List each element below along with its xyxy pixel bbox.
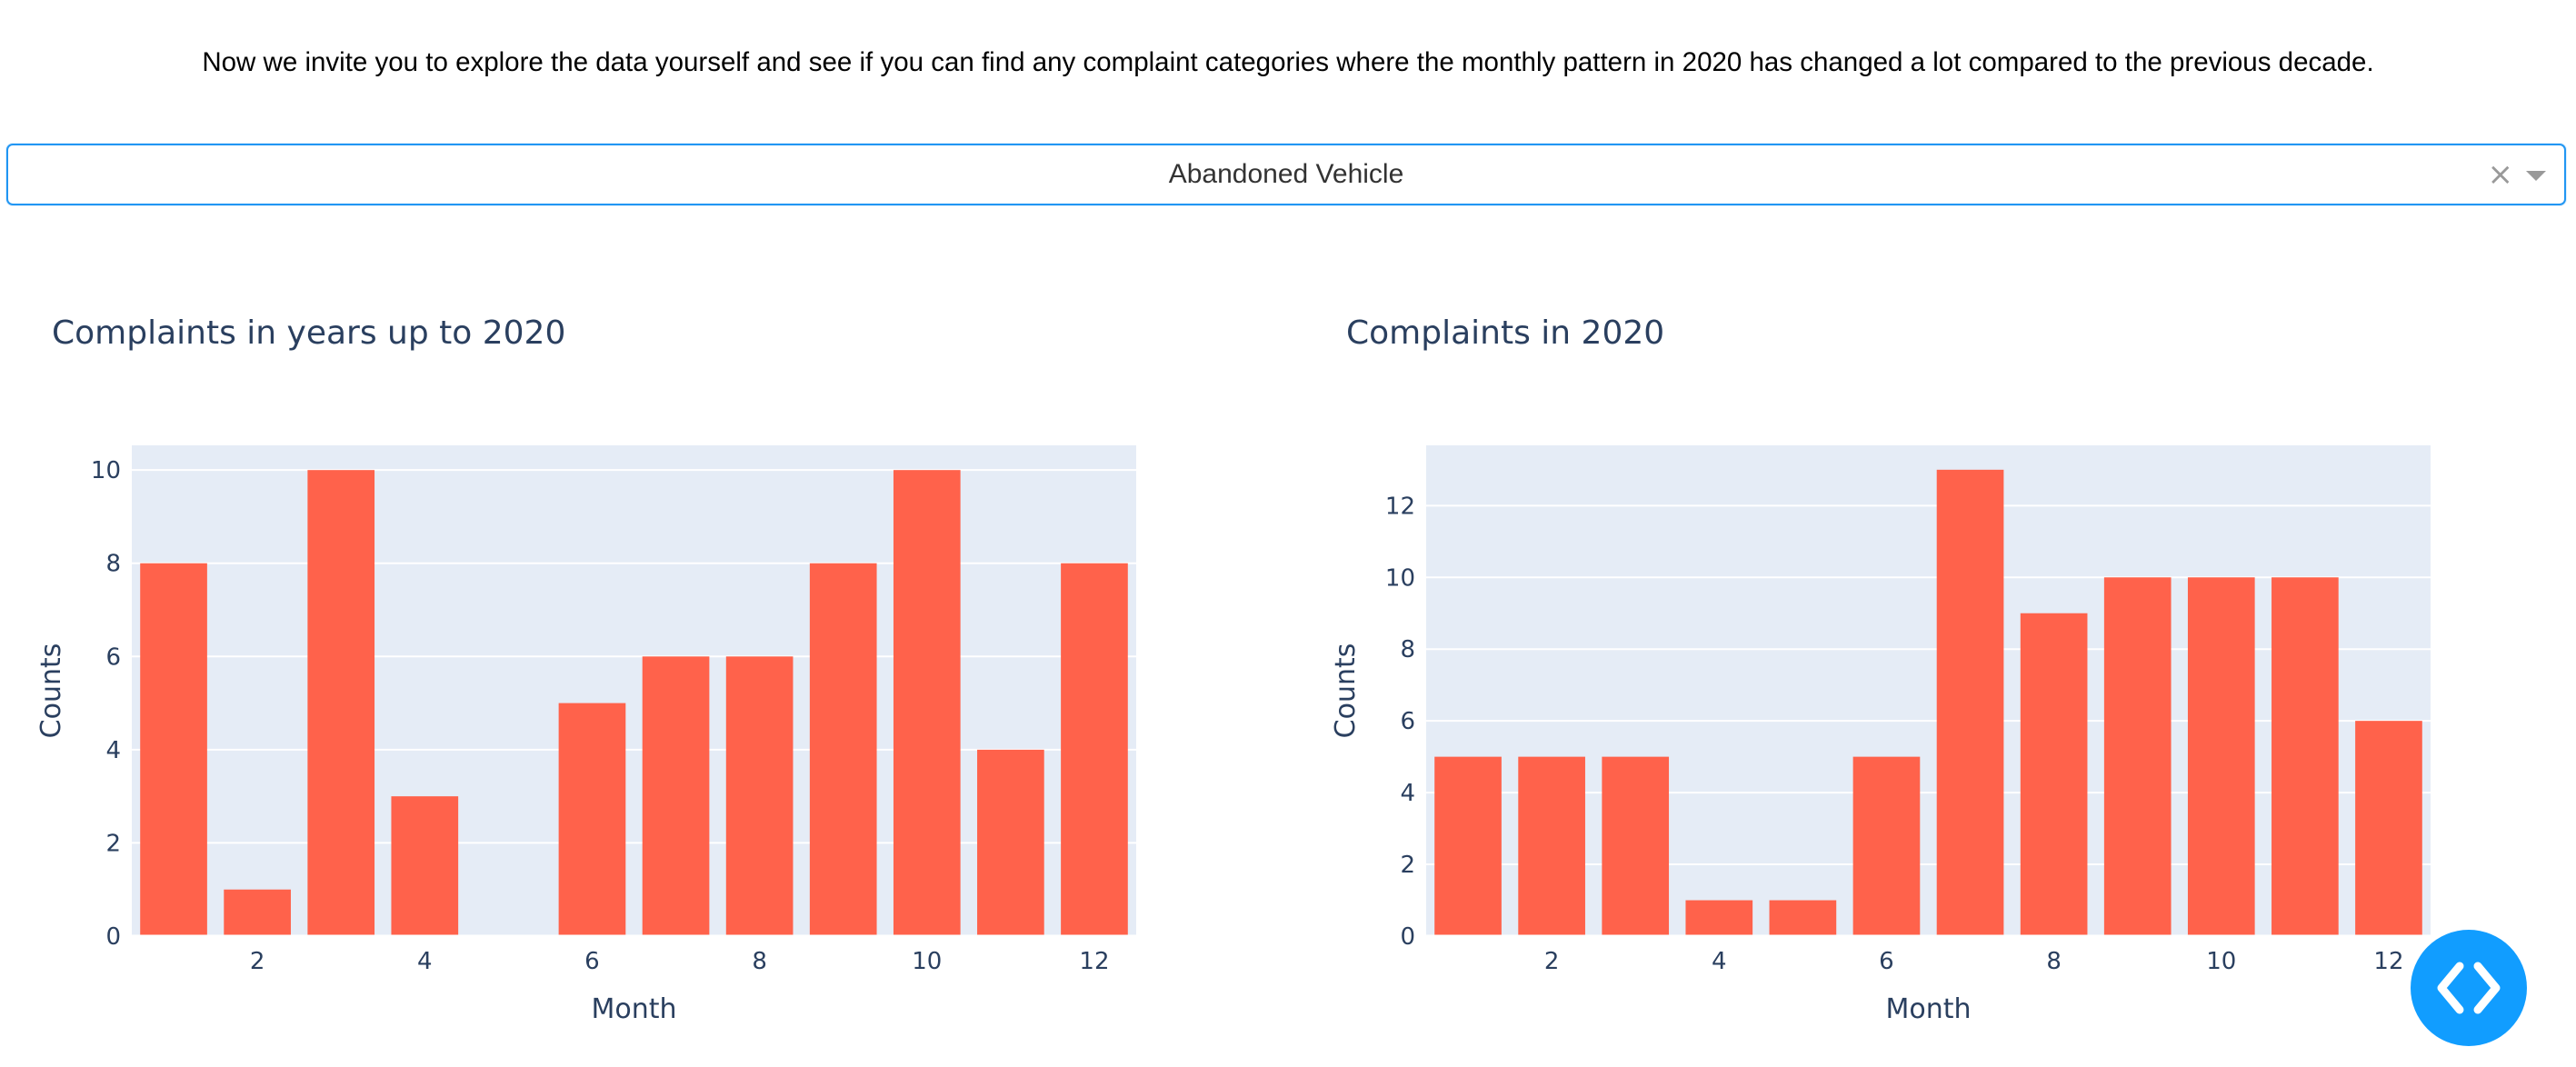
intro-text: Now we invite you to explore the data yo… — [202, 47, 2374, 77]
bar — [1769, 900, 1837, 936]
bar — [642, 656, 710, 936]
chevron-down-icon[interactable] — [2526, 171, 2546, 181]
bar — [2355, 721, 2422, 936]
x-tick-label: 10 — [912, 948, 942, 975]
bar — [1852, 756, 1921, 936]
y-axis-label: Counts — [35, 643, 67, 739]
complaint-category-dropdown[interactable]: Abandoned Vehicle × — [6, 144, 2566, 205]
bar — [1518, 756, 1585, 936]
y-tick-label: 6 — [105, 643, 121, 671]
x-tick-label: 6 — [1879, 948, 1894, 975]
y-axis-label: Counts — [1330, 643, 1362, 739]
x-axis-label: Month — [1885, 993, 1971, 1025]
bar — [1434, 756, 1502, 936]
bar — [2271, 577, 2339, 936]
x-tick-label: 4 — [1712, 948, 1727, 975]
chart-complaints-2020: Complaints in 2020 0 2 4 6 8 10 12 2 4 6 8 10 12 Month… — [1330, 314, 2431, 1025]
y-tick-label: 8 — [105, 551, 121, 578]
x-tick-label: 2 — [250, 948, 265, 975]
bar — [2103, 577, 2172, 936]
chart-title: Complaints in years up to 2020 — [52, 314, 565, 352]
y-tick-label: 0 — [105, 923, 121, 951]
x-tick-label: 2 — [1544, 948, 1560, 975]
x-tick-label: 8 — [752, 948, 767, 975]
debug-menu-button[interactable] — [2411, 930, 2527, 1046]
x-tick-label: 12 — [2373, 948, 2403, 975]
chart-complaints-up-to-2020: Complaints in years up to 2020 0 2 4 6 8 10 2 4 6… — [35, 314, 1136, 1025]
bar — [140, 563, 207, 936]
y-tick-label: 10 — [91, 457, 121, 484]
bar — [2020, 613, 2088, 936]
bar — [391, 796, 459, 936]
chart-title: Complaints in 2020 — [1346, 314, 1664, 352]
y-tick-label: 4 — [105, 737, 121, 764]
y-tick-label: 12 — [1385, 493, 1415, 520]
bar — [1061, 563, 1128, 936]
bar — [725, 656, 794, 936]
plot-area — [132, 445, 1136, 936]
x-tick-label: 6 — [584, 948, 600, 975]
x-tick-label: 4 — [417, 948, 433, 975]
y-tick-label: 6 — [1400, 708, 1415, 735]
bar — [1602, 756, 1670, 936]
bar — [2187, 577, 2255, 936]
x-tick-label: 8 — [2046, 948, 2062, 975]
bar — [977, 749, 1044, 936]
dropdown-selected-value: Abandoned Vehicle — [1168, 159, 1404, 189]
y-tick-label: 0 — [1400, 923, 1415, 951]
bar — [1936, 469, 2004, 936]
y-tick-label: 2 — [105, 830, 121, 857]
clear-selection-icon[interactable]: × — [2487, 156, 2514, 193]
plot-area — [1426, 445, 2431, 936]
y-tick-label: 10 — [1385, 564, 1415, 592]
y-tick-label: 4 — [1400, 780, 1415, 807]
y-tick-label: 8 — [1400, 636, 1415, 663]
bar — [307, 470, 375, 936]
bar — [558, 703, 626, 936]
bar — [809, 563, 877, 936]
x-tick-label: 10 — [2206, 948, 2236, 975]
x-tick-label: 12 — [1079, 948, 1109, 975]
bar — [224, 889, 291, 936]
bar — [893, 470, 961, 936]
y-tick-label: 2 — [1400, 852, 1415, 879]
x-axis-label: Month — [591, 993, 676, 1025]
code-brackets-icon — [2437, 962, 2501, 1014]
bar — [1685, 900, 1753, 936]
